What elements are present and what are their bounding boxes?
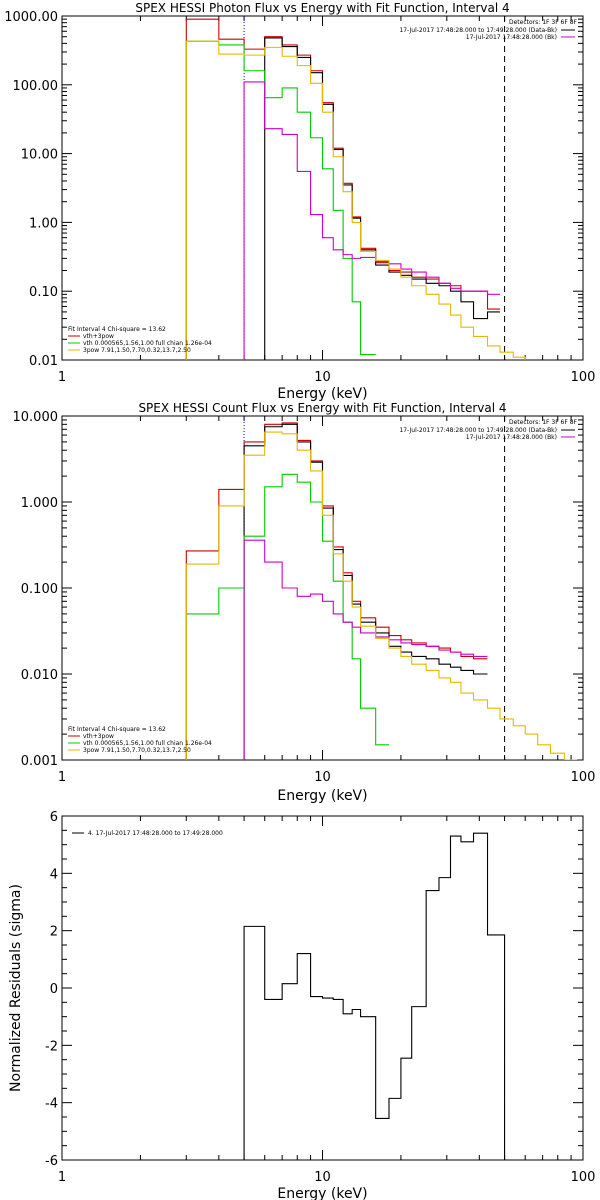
- y-tick-label: 0: [50, 982, 58, 997]
- y-tick-label: 100.00: [13, 79, 59, 94]
- chart-title: SPEX HESSI Photon Flux vs Energy with Fi…: [135, 1, 509, 15]
- detectors-note: Detectors: 1F 3F 6F 8F: [509, 19, 578, 26]
- series-step-line: [185, 473, 389, 760]
- x-axis-label: Energy (keV): [277, 788, 367, 804]
- time-range-legend: 17-Jul-2017 17:48:28.000 (Bk): [466, 34, 557, 41]
- y-tick-label: -4: [45, 1097, 58, 1112]
- x-tick-label: 100: [571, 770, 596, 785]
- y-tick-label: -6: [45, 1154, 58, 1169]
- y-tick-label: 1.00: [29, 216, 58, 231]
- fit-legend-entry: vth 0.000565,1.56,1.00 full chian 1.26e-…: [83, 740, 212, 747]
- x-tick-label: 100: [571, 370, 596, 385]
- detectors-note: Detectors: 1F 3F 6F 8F: [509, 419, 578, 426]
- series-step-line: [243, 423, 488, 760]
- x-tick-label: 1: [58, 1170, 66, 1185]
- series-step-line: [185, 40, 376, 360]
- x-axis-label: Energy (keV): [277, 386, 367, 402]
- plot-area: [243, 832, 506, 1160]
- chart-panel-3: Energy (keV) Normalized Residuals (sigma)…: [8, 810, 595, 1200]
- fit-legend-entry: vth+3pow: [83, 733, 114, 740]
- x-tick-label: 10: [314, 770, 331, 785]
- chart-title: SPEX HESSI Count Flux vs Energy with Fit…: [138, 401, 506, 415]
- y-tick-label: 0.001: [21, 754, 58, 769]
- y-tick-label: 10.00: [21, 148, 58, 163]
- plot-area: [185, 16, 526, 360]
- plot-area: [185, 416, 578, 760]
- time-range-legend: 17-Jul-2017 17:48:28.000 (Bk): [466, 434, 557, 441]
- x-tick-label: 100: [571, 1170, 596, 1185]
- y-tick-label: 6: [50, 810, 58, 825]
- y-tick-label: 1000.00: [4, 10, 58, 25]
- time-range-legend: 17-Jul-2017 17:48:28.000 to 17:49:28.000…: [399, 427, 557, 434]
- y-axis-label: Normalized Residuals (sigma): [8, 884, 24, 1092]
- x-tick-label: 10: [314, 370, 331, 385]
- series-step-line: [185, 422, 488, 760]
- x-axis-label: Energy (keV): [277, 1186, 367, 1200]
- x-tick-label: 1: [58, 770, 66, 785]
- time-range-legend: 17-Jul-2017 17:48:28.000 to 17:49:28.000…: [399, 27, 557, 34]
- y-tick-label: 0.100: [21, 582, 58, 597]
- y-tick-label: -2: [45, 1039, 58, 1054]
- chart-panel-2: SPEX HESSI Count Flux vs Energy with Fit…: [13, 401, 596, 804]
- fit-info-title: Fit Interval 4 Chi-square = 13.62: [68, 726, 166, 733]
- chart-panel-1: SPEX HESSI Photon Flux vs Energy with Fi…: [4, 1, 595, 402]
- series-step-line: [264, 37, 500, 360]
- series-step-line: [243, 81, 500, 360]
- y-tick-label: 1.000: [21, 496, 58, 511]
- series-step-line: [185, 40, 526, 360]
- fit-info-title: Fit Interval 4 Chi-square = 13.62: [68, 326, 166, 333]
- y-tick-label: 10.000: [13, 410, 59, 425]
- y-tick-label: 0.01: [29, 354, 58, 369]
- y-tick-label: 4: [50, 867, 58, 882]
- series-step-line: [243, 539, 488, 760]
- fit-legend-entry: 3pow 7.91,1.50,7.70,0.32,13.7,2.50: [83, 747, 191, 754]
- x-tick-label: 10: [314, 1170, 331, 1185]
- x-tick-label: 1: [58, 370, 66, 385]
- fit-legend-entry: 3pow 7.91,1.50,7.70,0.32,13.7,2.50: [83, 347, 191, 354]
- y-tick-label: 0.10: [29, 285, 58, 300]
- series-step-line: [243, 832, 506, 1160]
- fit-legend-entry: vth+3pow: [83, 333, 114, 340]
- series-step-line: [185, 431, 578, 760]
- residual-legend-entry: 4. 17-Jul-2017 17:48:28.000 to 17:49:28.…: [88, 830, 223, 837]
- y-tick-label: 2: [50, 925, 58, 940]
- y-tick-label: 0.010: [21, 668, 58, 683]
- fit-legend-entry: vth 0.000565,1.56,1.00 full chian 1.26e-…: [83, 340, 212, 347]
